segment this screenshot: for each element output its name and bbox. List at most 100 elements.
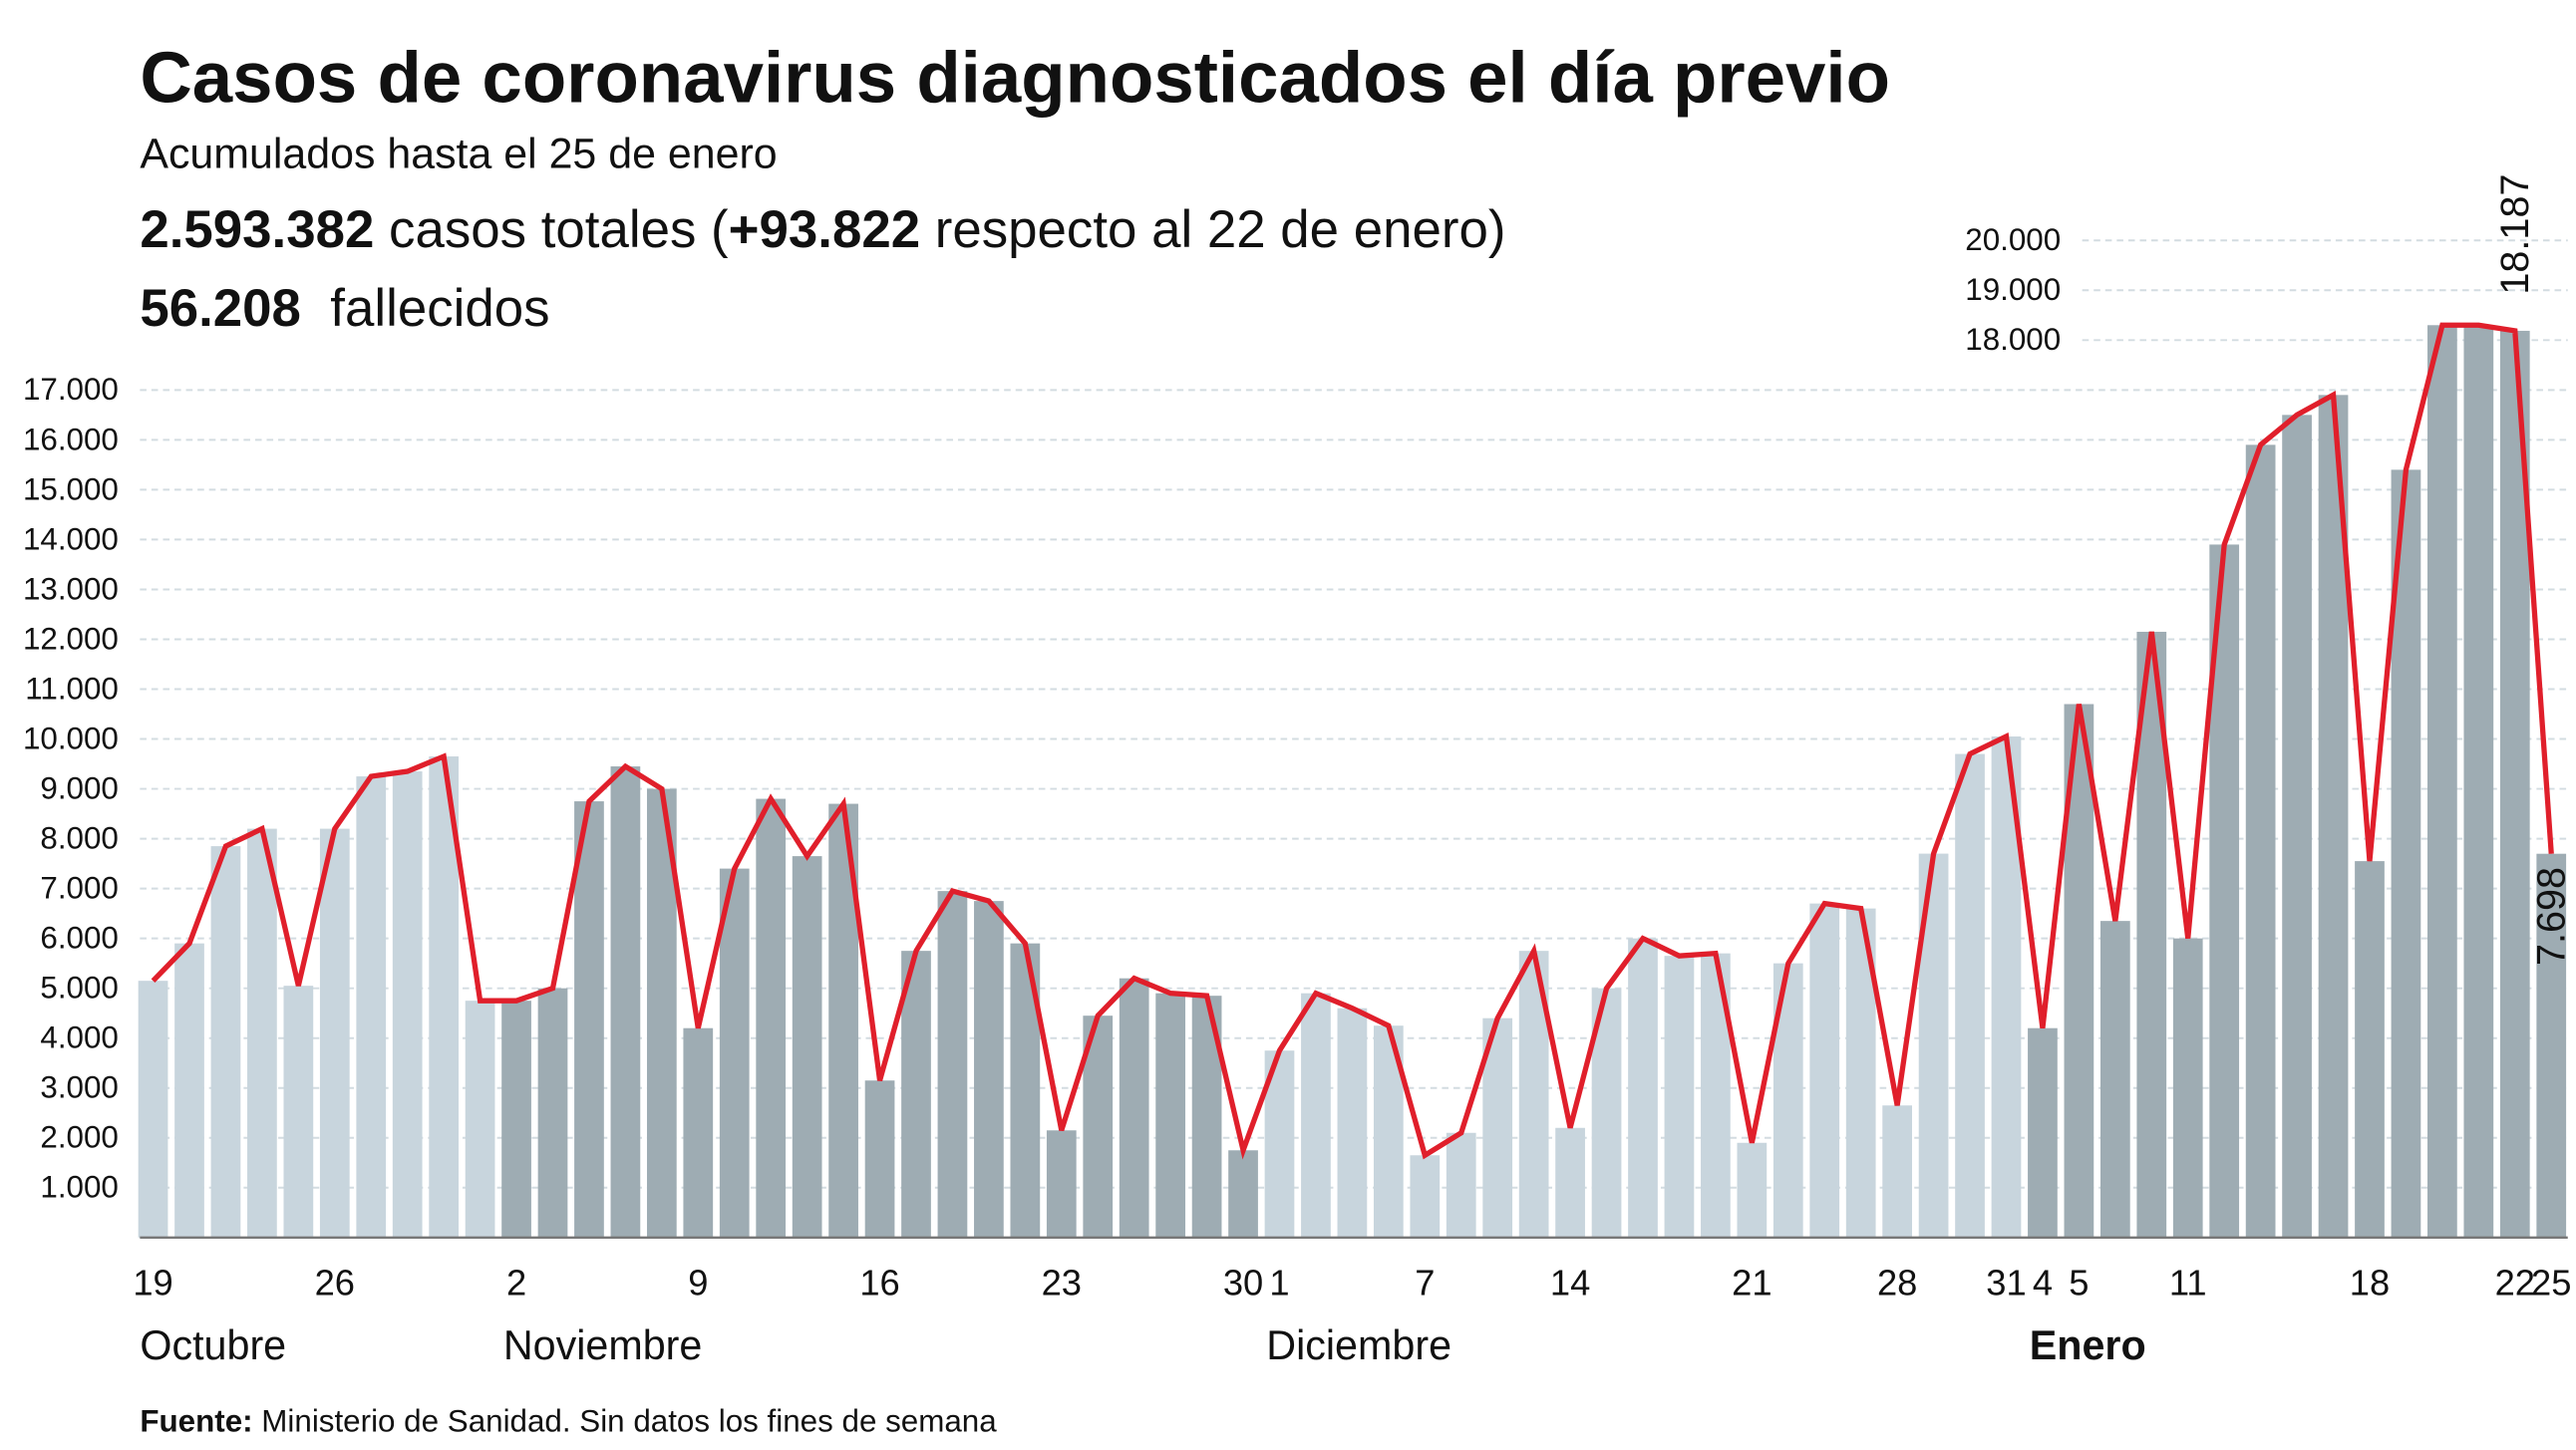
y-tick-label: 8.000 [40, 820, 118, 855]
bar [2172, 938, 2203, 1238]
month-label: Diciembre [1266, 1322, 1451, 1368]
deaths-value: 56.208 [140, 279, 301, 338]
bar [319, 828, 350, 1238]
deaths-line: 56.208 fallecidos [140, 279, 549, 338]
delta-text: respecto al 22 de enero) [920, 200, 1505, 259]
y-tick-label: 10.000 [23, 721, 119, 755]
x-tick-label: 14 [1550, 1263, 1590, 1304]
total-cases-text: casos totales ( [374, 200, 729, 259]
bar [2463, 325, 2494, 1238]
bar [1882, 1105, 1912, 1238]
chart-subtitle: Acumulados hasta el 25 de enero [140, 131, 777, 178]
x-tick-label: 2 [506, 1263, 526, 1304]
x-tick-label: 5 [2069, 1263, 2089, 1304]
y-tick-label: 13.000 [23, 571, 119, 606]
bar [2355, 861, 2385, 1238]
y-tick-label: 2.000 [40, 1120, 118, 1155]
x-tick-label: 18 [2350, 1263, 2390, 1304]
bar [719, 868, 750, 1238]
y-tick-label: 15.000 [23, 471, 119, 506]
y-tick-label: 1.000 [40, 1170, 118, 1205]
bar [138, 981, 168, 1238]
chart-title: Casos de coronavirus diagnosticados el d… [140, 38, 1890, 119]
value-annotation: 18.187 [2493, 173, 2537, 294]
month-label: Octubre [140, 1322, 286, 1368]
y-tick-label: 3.000 [40, 1070, 118, 1105]
y-tick-label: 6.000 [40, 921, 118, 956]
bar [174, 943, 204, 1238]
x-tick-label: 7 [1415, 1263, 1435, 1304]
y-tick-label: 11.000 [25, 671, 119, 706]
x-tick-label: 26 [315, 1263, 355, 1304]
bar [2282, 415, 2312, 1238]
bar [2028, 1027, 2058, 1238]
x-tick-label: 22 [2495, 1263, 2535, 1304]
bar [2099, 921, 2130, 1238]
x-tick-label: 11 [2169, 1263, 2207, 1304]
total-cases-line: 2.593.382 casos totales (+93.822 respect… [140, 200, 1505, 259]
bar [1555, 1127, 1585, 1238]
bar [792, 856, 822, 1238]
source-note: Fuente: Ministerio de Sanidad. Sin datos… [140, 1404, 997, 1439]
month-label: Enero [2030, 1322, 2146, 1368]
trend-line [151, 322, 2554, 1160]
bar [1119, 978, 1149, 1238]
x-tick-label: 19 [133, 1263, 172, 1304]
y-tick-label: 17.000 [23, 372, 119, 407]
bar [864, 1080, 895, 1238]
bar [283, 986, 314, 1238]
x-tick-label: 9 [688, 1263, 708, 1304]
y-tick-label: 7.000 [40, 871, 118, 906]
bar [356, 776, 387, 1238]
bar [1664, 956, 1695, 1238]
source-label: Fuente: [140, 1404, 252, 1439]
y-tick-label: 16.000 [23, 422, 119, 456]
x-tick-label: 30 [1223, 1263, 1263, 1304]
source-text: Ministerio de Sanidad. Sin datos los fin… [253, 1404, 998, 1439]
bar [465, 1001, 495, 1238]
annotations: 18.187 7.698 [2493, 173, 2573, 966]
bar [2536, 853, 2567, 1238]
y-tick-label: 14.000 [23, 521, 119, 556]
y-tick-label: 20.000 [1965, 222, 2061, 257]
bar [247, 828, 277, 1238]
bar [1737, 1142, 1768, 1238]
bar [1955, 753, 1985, 1238]
bar [1809, 903, 1840, 1238]
total-cases-value: 2.593.382 [140, 200, 374, 259]
x-tick-label: 1 [1269, 1263, 1289, 1304]
bar [537, 988, 568, 1238]
bar [901, 951, 931, 1238]
bar [2245, 444, 2276, 1238]
bar [756, 798, 787, 1238]
delta-value: +93.822 [729, 200, 920, 259]
bar [610, 766, 641, 1238]
bar [1155, 993, 1186, 1238]
bar [937, 891, 968, 1238]
x-tick-label: 28 [1877, 1263, 1917, 1304]
bar [574, 801, 604, 1238]
bar [501, 1001, 531, 1238]
x-tick-label: 21 [1732, 1263, 1771, 1304]
bar [683, 1027, 714, 1238]
y-tick-label: 19.000 [1965, 272, 2061, 307]
bar [1337, 1008, 1368, 1238]
deaths-text: fallecidos [301, 279, 550, 338]
bar [1228, 1150, 1258, 1238]
y-tick-label: 9.000 [40, 770, 118, 805]
y-tick-label: 4.000 [40, 1020, 118, 1055]
bar [1628, 938, 1658, 1238]
bar [1301, 993, 1331, 1238]
bar [2427, 325, 2457, 1238]
bar [1046, 1130, 1077, 1238]
y-tick-label: 5.000 [40, 971, 118, 1006]
x-tick-label: 31 [1986, 1263, 2026, 1304]
bar [974, 901, 1004, 1238]
x-tick-label: 25 [2531, 1263, 2571, 1304]
month-label: Noviembre [503, 1322, 703, 1368]
bar [1446, 1132, 1476, 1238]
x-tick-label: 23 [1042, 1263, 1082, 1304]
x-tick-label: 4 [2033, 1263, 2053, 1304]
